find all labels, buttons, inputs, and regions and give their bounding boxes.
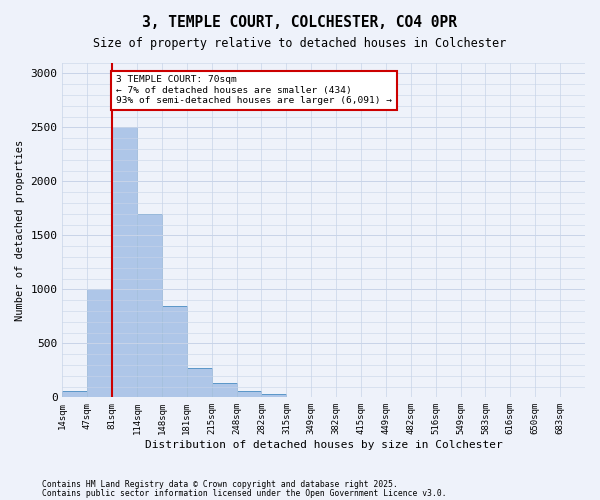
Bar xyxy=(262,394,286,398)
Text: 3 TEMPLE COURT: 70sqm
← 7% of detached houses are smaller (434)
93% of semi-deta: 3 TEMPLE COURT: 70sqm ← 7% of detached h… xyxy=(116,76,392,106)
Bar xyxy=(62,391,88,398)
Bar xyxy=(311,397,336,398)
Text: Contains public sector information licensed under the Open Government Licence v3: Contains public sector information licen… xyxy=(42,488,446,498)
Bar xyxy=(112,128,137,398)
Text: 3, TEMPLE COURT, COLCHESTER, CO4 0PR: 3, TEMPLE COURT, COLCHESTER, CO4 0PR xyxy=(143,15,458,30)
Text: Size of property relative to detached houses in Colchester: Size of property relative to detached ho… xyxy=(94,38,506,51)
Y-axis label: Number of detached properties: Number of detached properties xyxy=(15,140,25,320)
Bar xyxy=(162,306,187,398)
X-axis label: Distribution of detached houses by size in Colchester: Distribution of detached houses by size … xyxy=(145,440,503,450)
Bar xyxy=(137,214,162,398)
Bar xyxy=(212,384,236,398)
Bar xyxy=(88,290,112,398)
Bar xyxy=(187,368,212,398)
Bar xyxy=(236,391,262,398)
Bar xyxy=(286,397,311,398)
Text: Contains HM Land Registry data © Crown copyright and database right 2025.: Contains HM Land Registry data © Crown c… xyxy=(42,480,398,489)
